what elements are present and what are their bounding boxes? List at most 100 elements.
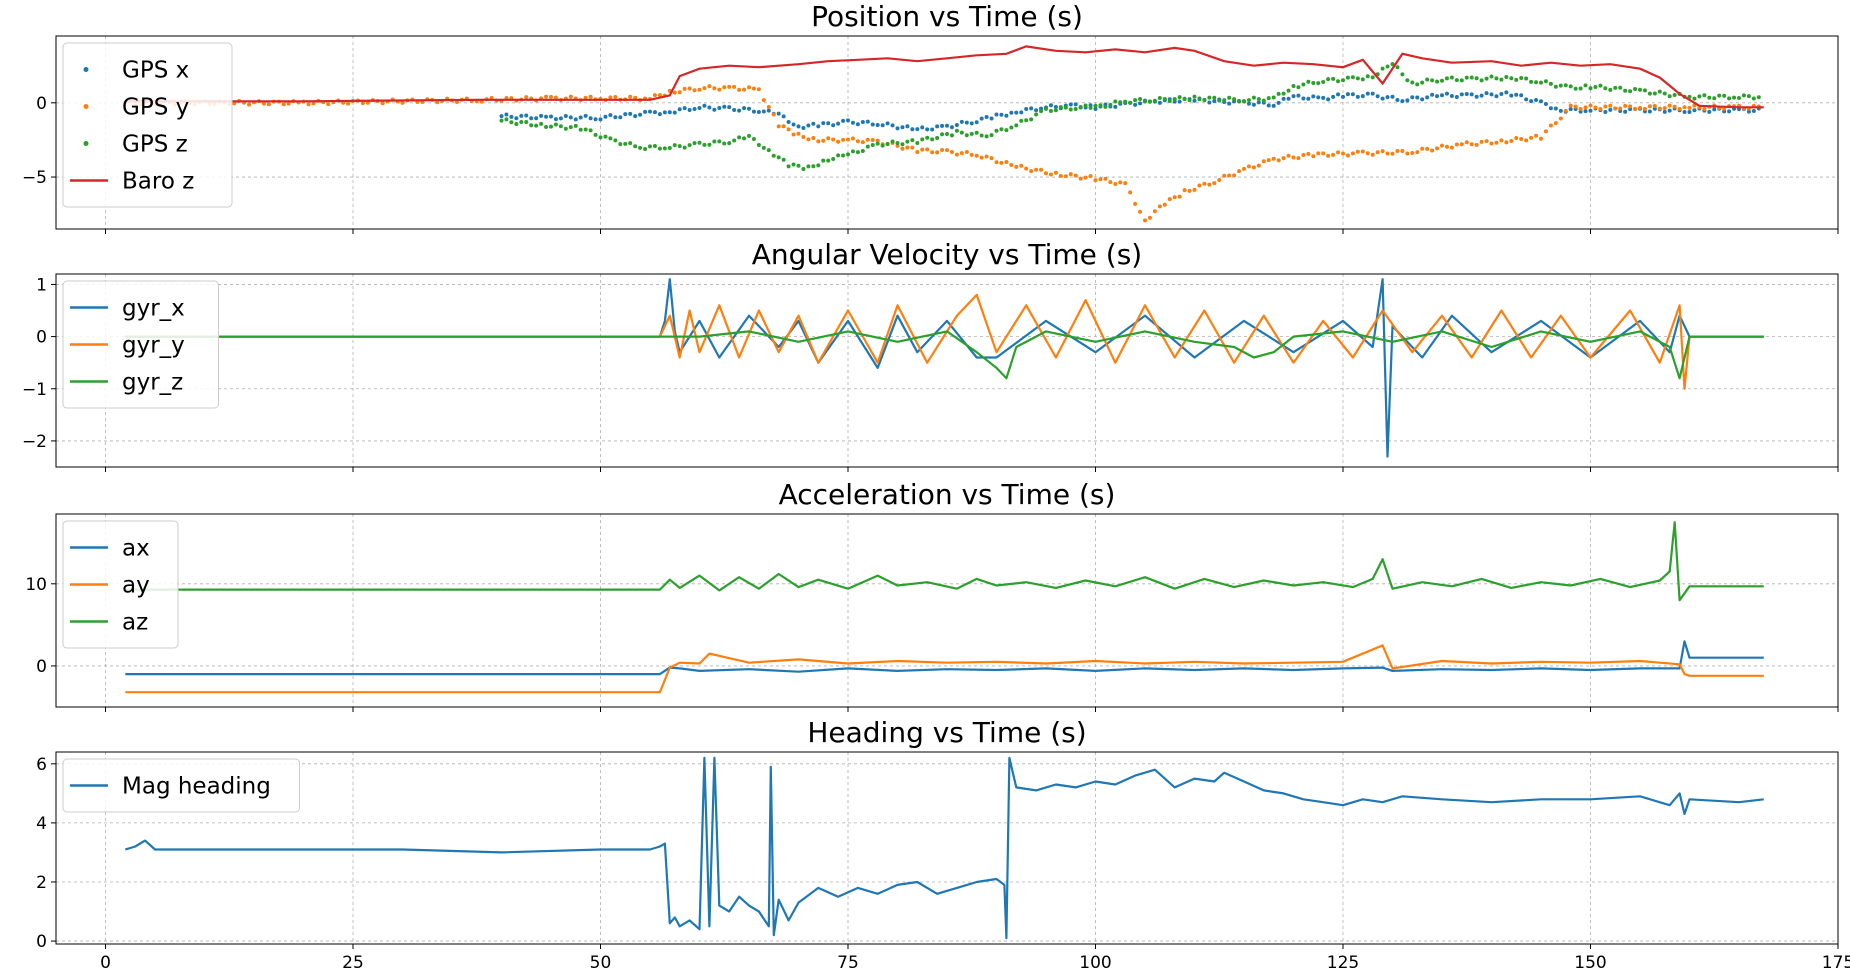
data-point (880, 123, 885, 128)
data-point (1652, 106, 1657, 111)
data-point (608, 136, 613, 141)
data-point (969, 152, 974, 157)
data-point (1469, 92, 1474, 97)
data-point (1390, 151, 1395, 156)
data-point (1529, 99, 1534, 104)
data-point (1113, 99, 1118, 104)
x-tick-label: 50 (590, 953, 612, 973)
data-point (1707, 109, 1712, 114)
data-point (1682, 109, 1687, 114)
data-point (1276, 100, 1281, 105)
data-point (1548, 123, 1553, 128)
data-point (1692, 108, 1697, 113)
data-point (1573, 86, 1578, 91)
data-point (1444, 91, 1449, 96)
axes-frame (55, 513, 1839, 708)
data-point (707, 105, 712, 110)
data-point (989, 133, 994, 138)
data-point (1563, 108, 1568, 113)
data-point (1746, 94, 1751, 99)
x-tick-label: 125 (1327, 953, 1359, 973)
data-point (771, 112, 776, 117)
data-point (1588, 103, 1593, 108)
data-point (1044, 171, 1048, 176)
data-point (712, 107, 717, 112)
data-point (984, 154, 989, 159)
data-point (821, 158, 826, 163)
legend-item-gyr-z: gyr_z (70, 370, 183, 396)
data-point (811, 136, 816, 141)
data-point (761, 109, 766, 114)
data-point (1004, 128, 1009, 133)
data-point (1737, 96, 1741, 101)
data-point (1395, 98, 1400, 103)
data-point (801, 167, 806, 172)
data-point (1123, 181, 1128, 186)
data-point (1202, 98, 1207, 103)
data-point (905, 139, 910, 144)
data-point (1044, 106, 1048, 111)
axes-frame (55, 273, 1839, 468)
data-point (1618, 106, 1623, 111)
data-point (519, 113, 524, 118)
data-point (1385, 64, 1390, 69)
data-point (1494, 140, 1499, 145)
x-tick-label: 100 (1079, 953, 1111, 973)
data-point (945, 132, 949, 137)
data-point (1548, 106, 1553, 111)
data-point (1514, 77, 1519, 82)
data-point (1232, 173, 1237, 178)
data-point (1454, 78, 1459, 83)
data-point (1326, 97, 1331, 102)
data-point (1593, 105, 1598, 110)
data-point (1227, 173, 1232, 178)
data-point (682, 106, 687, 111)
data-point (603, 114, 608, 119)
data-point (1133, 102, 1138, 107)
data-point (1227, 101, 1232, 106)
data-point (1548, 81, 1553, 86)
data-point (1360, 149, 1365, 154)
data-point (1534, 97, 1539, 102)
data-point (687, 108, 692, 113)
data-point (1519, 136, 1524, 141)
data-point (717, 139, 722, 144)
data-point (900, 146, 905, 151)
data-point (737, 135, 742, 140)
data-point (836, 153, 841, 158)
data-point (1029, 117, 1034, 122)
data-point (1573, 104, 1578, 109)
data-point (563, 113, 568, 118)
data-point (1751, 109, 1756, 114)
legend-label: GPS z (122, 132, 188, 158)
data-point (702, 103, 707, 108)
y-tick-label: −1 (22, 380, 47, 400)
legend-box (62, 520, 179, 649)
data-point (1440, 143, 1444, 148)
data-point (870, 122, 875, 127)
data-point (1489, 92, 1494, 97)
data-point (1108, 180, 1113, 185)
data-point (633, 114, 638, 119)
data-point (954, 122, 959, 127)
data-point (1301, 152, 1306, 157)
data-point (1405, 78, 1410, 83)
data-point (1088, 174, 1093, 179)
data-point (553, 95, 558, 100)
data-point (1410, 80, 1415, 85)
data-point (796, 124, 801, 129)
data-point (1553, 84, 1558, 89)
series-group (125, 278, 1764, 458)
data-point (1014, 164, 1019, 169)
data-point (994, 112, 999, 117)
data-point (865, 119, 870, 124)
series-gps-z (499, 62, 1761, 172)
data-point (553, 117, 558, 122)
data-point (1682, 105, 1687, 110)
data-point (1420, 80, 1425, 85)
data-point (1603, 104, 1608, 109)
data-point (732, 138, 737, 143)
data-point (940, 132, 945, 137)
data-point (1152, 98, 1157, 103)
data-point (1717, 93, 1722, 98)
